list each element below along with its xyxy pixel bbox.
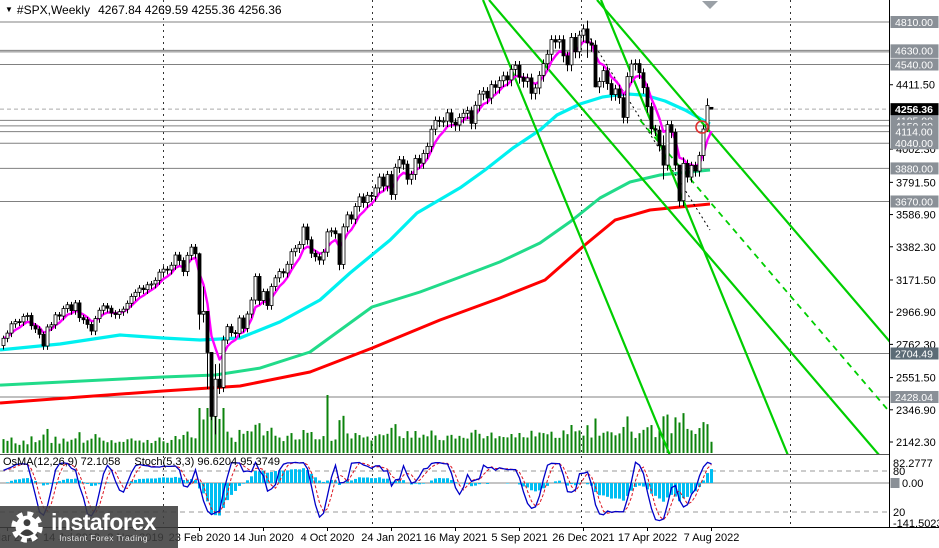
ma-red-slowest <box>0 202 711 405</box>
brand-tagline: Instant Forex Trading <box>59 533 148 543</box>
date-tick-label: 24 Jan 2021 <box>361 532 422 544</box>
oscillator-scale-label: 82.2777 <box>893 458 933 470</box>
green-channel-line <box>596 0 889 343</box>
moving-averages <box>0 92 711 405</box>
date-tick-label: 26 Dec 2021 <box>552 532 614 544</box>
price-level-badge <box>890 391 939 404</box>
svg-text:4810.00: 4810.00 <box>895 17 933 29</box>
symbol-timeframe-label: #SPX,Weekly <box>16 3 91 17</box>
chart-title: ▼ #SPX,Weekly 4267.84 4269.59 4255.36 4256… <box>5 3 282 17</box>
oscillator-scale-label: 20 <box>893 507 905 519</box>
candles <box>1 20 714 435</box>
svg-text:2428.04: 2428.04 <box>895 392 933 404</box>
svg-text:2704.49: 2704.49 <box>895 348 933 360</box>
date-tick-label: 5 Sep 2021 <box>491 532 547 544</box>
price-level-badge <box>890 195 939 208</box>
svg-text:3670.00: 3670.00 <box>895 196 933 208</box>
svg-text:4540.00: 4540.00 <box>895 60 933 72</box>
date-tick-label: 7 Aug 2022 <box>684 532 740 544</box>
date-tick-label: 14 Jun 2020 <box>233 532 294 544</box>
brand-name: instaforex <box>51 509 156 535</box>
green-channel-line <box>488 0 880 454</box>
price-level-badge <box>890 58 939 71</box>
price-scale-label: 3791.50 <box>896 177 936 189</box>
stoch-d-line <box>3 462 712 521</box>
indicator-labels: OsMA(12,26,9) 72.1058 Stoch(5,3,3) 96.620… <box>3 456 280 468</box>
year-separators <box>163 0 791 527</box>
price-scale-label: 3171.50 <box>896 275 936 287</box>
collapse-triangle-icon[interactable]: ▼ <box>5 5 13 14</box>
support-resistance-lines <box>0 21 889 398</box>
oscillator-scale-label: 0.00 <box>902 478 923 490</box>
date-tick-label: 23 Feb 2020 <box>169 532 231 544</box>
chart-shift-marker <box>702 1 718 9</box>
green-channel-line <box>481 0 671 454</box>
price-scale-label: 2142.30 <box>896 437 936 449</box>
svg-text:4040.00: 4040.00 <box>895 138 933 150</box>
ma-aqua-mid <box>0 92 711 352</box>
ma-magenta-fast <box>3 40 713 361</box>
price-level-badge <box>890 125 939 138</box>
price-axis: 4411.504002.303791.503586.903382.303171.… <box>889 16 939 530</box>
price-scale-label: 3382.30 <box>896 242 936 254</box>
stoch-k-line <box>3 460 712 522</box>
price-level-badge <box>890 347 939 360</box>
osma-label: OsMA(12,26,9) 72.1058 <box>3 456 121 468</box>
price-scale-label: 2551.50 <box>896 373 936 385</box>
price-level-badge <box>890 137 939 150</box>
svg-text:4114.00: 4114.00 <box>895 127 932 139</box>
volume-bars <box>2 395 713 453</box>
red-circle-annotation <box>695 120 709 134</box>
instaforex-gear-icon <box>11 511 43 543</box>
frame <box>0 0 939 528</box>
dotted-trendline <box>584 29 711 231</box>
instaforex-watermark: instaforex Instant Forex Trading <box>0 506 178 548</box>
ohlc-values: 4267.84 4269.59 4255.36 4256.36 <box>98 3 282 17</box>
oscillator-scale-label: 80 <box>893 466 905 478</box>
annotations <box>695 1 718 134</box>
date-tick-label: 16 May 2021 <box>424 532 488 544</box>
svg-text:4630.00: 4630.00 <box>895 45 933 57</box>
date-tick-label: 4 Oct 2020 <box>301 532 355 544</box>
price-scale-label: 3586.90 <box>896 210 936 222</box>
current-price-badge <box>890 103 939 116</box>
price-scale-label: 2346.90 <box>896 405 936 417</box>
ma-green-slow <box>0 168 711 387</box>
price-level-badge <box>890 16 939 28</box>
stochastic-label: Stoch(5,3,3) 96.6204 95.3749 <box>134 456 280 468</box>
svg-text:3880.00: 3880.00 <box>895 163 933 175</box>
date-tick-label: 17 Apr 2022 <box>618 532 677 544</box>
price-level-badge <box>890 44 939 57</box>
svg-text:4256.36: 4256.36 <box>895 104 933 116</box>
price-level-badge <box>890 162 939 175</box>
oscillator-scale-label: -141.5023 <box>893 518 939 530</box>
price-scale-label: 4411.50 <box>896 80 935 92</box>
price-scale-label: 2966.90 <box>896 307 936 319</box>
